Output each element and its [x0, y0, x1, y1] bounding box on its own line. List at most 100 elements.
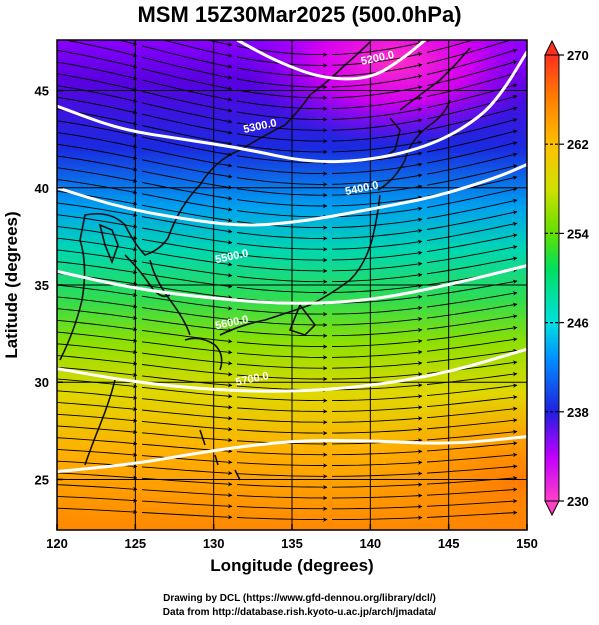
streamline — [331, 107, 423, 120]
streamline — [426, 325, 518, 341]
streamline — [331, 493, 423, 499]
y-tick-label: 25 — [35, 472, 49, 487]
streamline — [141, 364, 233, 377]
streamline — [141, 193, 233, 212]
streamline — [141, 125, 233, 146]
streamline — [236, 319, 328, 328]
streamline — [236, 67, 328, 79]
streamline — [332, 471, 423, 477]
streamline — [57, 449, 138, 458]
streamline — [57, 402, 138, 412]
streamline — [141, 68, 233, 91]
streamline — [331, 405, 423, 412]
streamline — [426, 164, 518, 186]
streamline — [236, 330, 328, 339]
streamline — [57, 261, 138, 275]
streamline — [331, 482, 423, 488]
streamline — [236, 451, 328, 457]
streamline — [57, 73, 138, 92]
contour-line — [57, 435, 527, 474]
x-tick-label: 135 — [281, 536, 303, 551]
streamline — [426, 429, 518, 441]
streamline — [141, 102, 233, 124]
streamline — [57, 202, 138, 218]
x-tick-label: 140 — [359, 536, 381, 551]
streamline — [141, 159, 233, 179]
streamline — [426, 48, 518, 75]
colorbar-tick-label: 270 — [567, 48, 589, 63]
streamline — [426, 498, 518, 507]
streamline — [141, 420, 233, 432]
streamline — [331, 184, 423, 196]
y-tick-label: 45 — [35, 84, 49, 99]
streamline — [57, 484, 138, 492]
x-tick-label: 145 — [438, 536, 460, 551]
streamline — [426, 94, 518, 120]
streamline — [141, 295, 233, 311]
streamline — [426, 233, 518, 253]
streamline — [236, 133, 328, 144]
streamline — [57, 355, 138, 366]
streamline — [426, 441, 518, 452]
streamline — [141, 56, 233, 80]
streamline — [236, 352, 328, 360]
streamline — [236, 407, 328, 414]
streamline — [426, 244, 518, 264]
x-tick-label: 150 — [516, 536, 538, 551]
streamline — [426, 395, 518, 408]
streamline — [141, 170, 233, 190]
streamline — [236, 341, 328, 349]
streamline — [236, 253, 328, 263]
streamline — [426, 314, 518, 330]
x-axis-label: Longitude (degrees) — [210, 556, 374, 575]
streamline — [57, 413, 138, 423]
x-axis-ticks: 120 125 130 135 140 145 150 — [46, 524, 538, 551]
streamline — [426, 210, 518, 230]
streamline — [141, 250, 233, 267]
streamline — [57, 390, 138, 400]
streamline — [141, 261, 233, 278]
streamline — [141, 307, 233, 322]
streamline — [57, 366, 138, 378]
streamline — [141, 113, 233, 135]
streamline — [236, 199, 328, 209]
streamline — [236, 286, 328, 295]
streamline — [57, 249, 138, 263]
contour-line — [236, 40, 427, 81]
colorbar-tick-label: 246 — [567, 316, 589, 331]
streamline — [236, 122, 328, 133]
x-tick-label: 130 — [203, 536, 225, 551]
streamline — [236, 374, 328, 382]
streamline — [236, 462, 328, 468]
streamline — [141, 284, 233, 300]
colorbar-tick-label: 238 — [567, 405, 589, 420]
streamline — [331, 449, 423, 456]
y-tick-label: 30 — [35, 375, 49, 390]
streamline — [426, 40, 518, 64]
x-tick-label: 125 — [124, 536, 146, 551]
streamline — [57, 308, 138, 320]
streamline — [331, 74, 423, 88]
streamline — [57, 319, 138, 332]
streamline — [57, 331, 138, 343]
streamline — [57, 425, 138, 435]
streamline — [331, 250, 423, 261]
streamline — [331, 162, 423, 174]
streamline — [57, 343, 138, 355]
streamline — [236, 473, 328, 479]
streamline — [57, 85, 138, 103]
streamline — [331, 283, 423, 293]
streamline — [57, 143, 138, 161]
colorbar-body — [544, 54, 560, 502]
streamline — [332, 515, 423, 521]
streamline — [331, 206, 423, 218]
streamline — [236, 243, 328, 252]
streamline — [236, 221, 328, 230]
streamline — [426, 302, 518, 319]
contour-line — [57, 50, 527, 164]
streamline — [331, 140, 423, 153]
streamline — [57, 507, 138, 515]
streamline — [426, 279, 518, 297]
streamline — [426, 464, 518, 474]
